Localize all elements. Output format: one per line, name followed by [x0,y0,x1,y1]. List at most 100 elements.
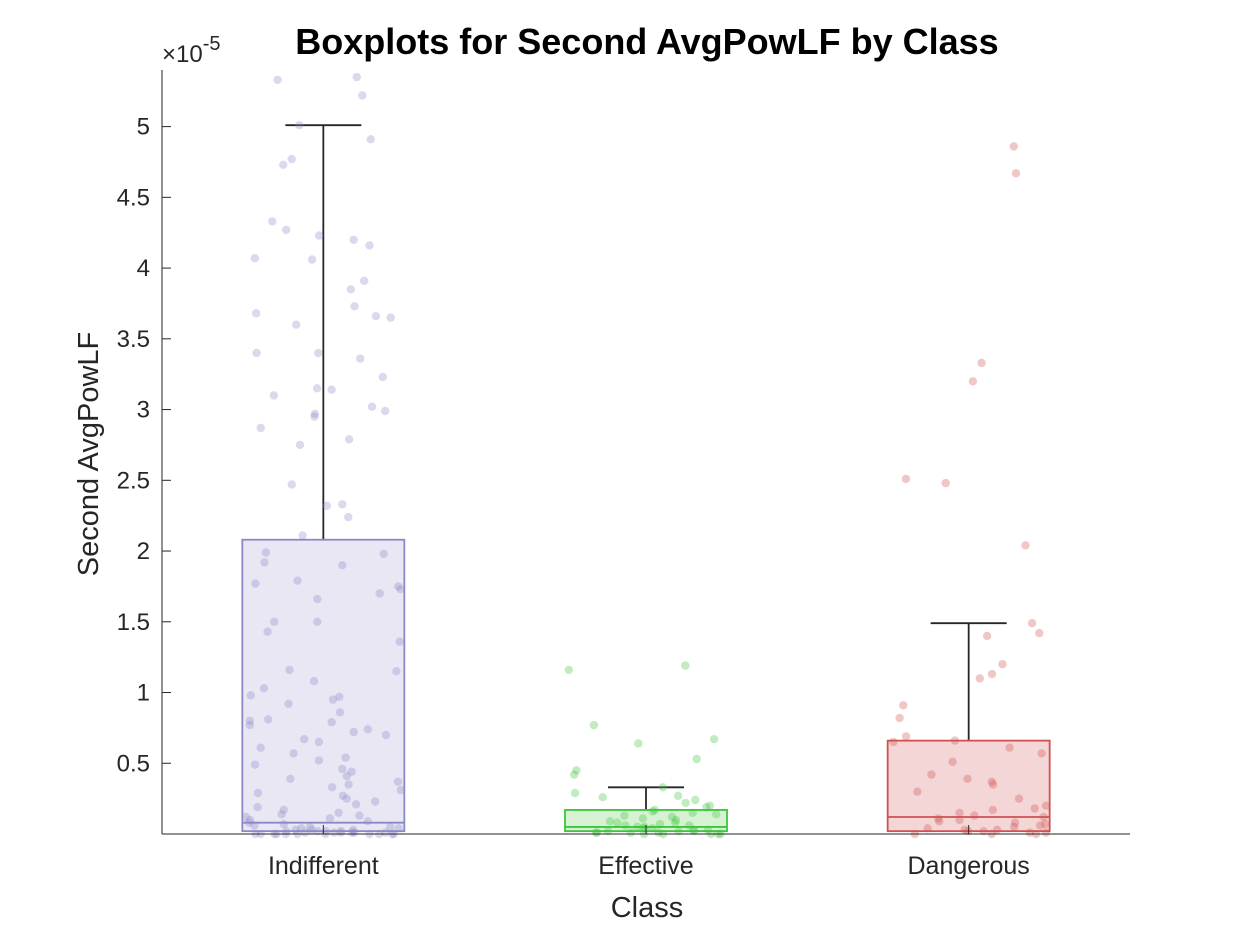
x-tick-label: Effective [598,852,693,880]
boxes [241,124,1051,833]
data-point [1025,828,1035,837]
data-point [960,825,969,834]
data-point [638,814,648,823]
data-point [396,585,405,594]
x-axis-title: Class [611,892,684,924]
data-point [895,713,904,723]
y-tick-label: 4.5 [117,184,150,211]
data-point [251,309,261,318]
y-tick-label: 1 [137,680,150,707]
data-point [338,764,347,774]
data-point [379,549,388,559]
data-point [681,661,690,670]
x-tick-label: Dangerous [908,852,1030,880]
data-point [287,480,296,489]
data-point [375,589,384,598]
data-point [1010,818,1020,827]
data-point [314,756,324,765]
data-point [245,720,254,730]
data-point [297,824,306,833]
data-point [349,235,358,244]
data-point [671,815,681,825]
data-point [901,474,911,484]
data-point [621,821,630,830]
data-point [674,827,683,836]
data-point [315,231,324,240]
data-point [250,760,260,769]
data-point [282,827,291,836]
data-point [648,824,657,833]
data-point [709,735,719,744]
data-point [671,818,680,827]
data-point [245,815,255,825]
exponent-label: ×10-5 [162,33,221,68]
data-point [289,749,298,758]
data-point [352,72,361,82]
data-point [658,783,667,792]
chart-title: Boxplots for Second AvgPowLF by Class [295,21,998,62]
data-point [970,811,979,820]
data-point [633,822,642,832]
data-point [298,531,307,540]
axes [161,70,1130,835]
data-point [927,770,936,779]
data-point [923,824,932,833]
data-point [667,812,677,822]
data-point [338,561,347,570]
data-point [975,674,984,683]
data-point [350,828,359,837]
data-point [245,818,254,827]
data-point [1039,812,1048,822]
data-point [293,576,302,585]
data-point [381,406,390,416]
data-point [363,817,372,826]
data-point [1027,619,1037,628]
data-point [282,225,291,235]
data-point [268,217,277,226]
data-point [988,805,998,815]
data-point [256,423,265,433]
data-point [346,285,355,294]
data-point [1009,142,1018,151]
data-point [988,780,998,789]
data-point [690,827,699,836]
data-point [1021,541,1030,550]
data-point [335,692,344,701]
data-point [363,725,373,734]
data-point [1036,821,1045,830]
data-point [253,802,262,812]
data-point [279,160,288,169]
y-tick-label: 1.5 [117,609,150,636]
data-point [360,276,369,285]
data-point [955,808,964,817]
y-tick-label: 2 [137,538,150,565]
data-point [648,807,657,816]
data-point [992,825,1002,834]
data-point [396,785,405,795]
data-point [941,478,950,488]
data-point [684,821,694,830]
data-point [300,735,309,744]
data-point [620,811,629,820]
data-point [251,579,260,588]
x-tick-labels: Indifferent Effective Dangerous [268,852,1030,880]
box [886,739,1051,833]
data-point [613,818,622,827]
data-point [998,660,1007,669]
data-point [269,391,279,400]
y-axis-title: Second AvgPowLF [73,332,105,577]
data-point [987,777,996,786]
data-point [313,827,322,836]
data-point [395,637,404,646]
data-point [393,777,403,786]
data-point [703,825,712,834]
data-point [336,827,346,836]
data-point [291,825,300,834]
data-point [356,354,365,363]
y-tick-label: 2.5 [117,467,150,494]
data-point [355,811,364,820]
data-point [968,377,978,386]
data-point [328,695,338,704]
data-point [327,385,336,394]
data-point [334,808,343,817]
